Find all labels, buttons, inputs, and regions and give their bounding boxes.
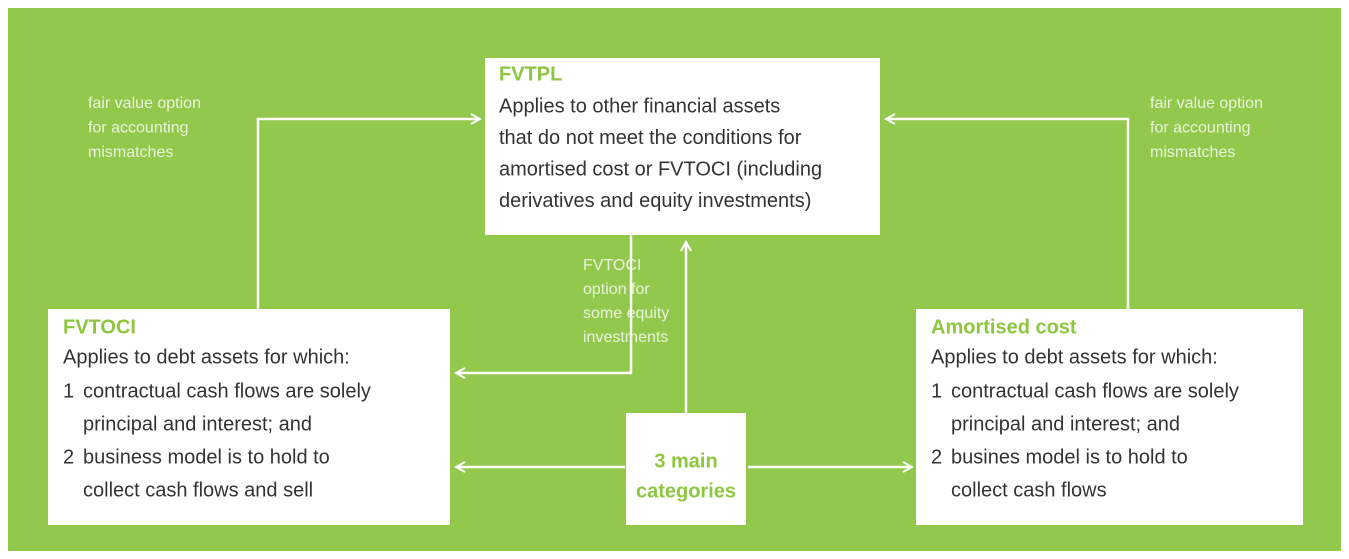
text-line: 2 — [931, 446, 942, 468]
box-title: FVTOCI — [63, 316, 136, 338]
text-line: principal and interest; and — [951, 413, 1180, 435]
text-line: 1 — [63, 380, 74, 402]
text-line: 2 — [63, 446, 74, 468]
arrow-label: for accounting — [1150, 120, 1251, 137]
arrow-label: for accounting — [88, 120, 189, 137]
box-title: Amortised cost — [931, 316, 1077, 338]
arrow-label: mismatches — [88, 144, 173, 161]
box-title: categories — [636, 480, 736, 502]
fvtoci-box — [48, 309, 450, 525]
text-line: Applies to debt assets for which: — [931, 346, 1218, 368]
fvtpl-box — [485, 58, 880, 235]
text-line: collect cash flows — [951, 479, 1107, 501]
text-line: Applies to other financial assets — [499, 95, 780, 117]
text-line: contractual cash flows are solely — [83, 380, 371, 402]
arrow-label: FVTOCI — [583, 257, 641, 274]
arrow-label: investments — [583, 329, 668, 346]
texts: FVTPL Applies to other financial assets th… — [63, 63, 1263, 502]
arrow-label: some equity — [583, 305, 669, 322]
arrow-label: fair value option — [1150, 95, 1263, 112]
text-line: derivatives and equity investments) — [499, 190, 811, 212]
text-line: contractual cash flows are solely — [951, 380, 1239, 402]
box-title: 3 main — [654, 450, 717, 472]
center-box — [626, 413, 746, 525]
text-line: principal and interest; and — [83, 413, 312, 435]
text-line: Applies to debt assets for which: — [63, 346, 350, 368]
arrow-label: fair value option — [88, 95, 201, 112]
text-line: business model is to hold to — [83, 446, 330, 468]
arrow — [256, 119, 480, 309]
amortised-box — [916, 309, 1303, 525]
text-line: 1 — [931, 380, 942, 402]
text-line: collect cash flows and sell — [83, 479, 313, 501]
arrow — [456, 235, 633, 373]
arrow-label: option for — [583, 281, 650, 298]
text-line: amortised cost or FVTOCI (including — [499, 158, 822, 180]
arrow — [886, 119, 1130, 309]
text-line: busines model is to hold to — [951, 446, 1188, 468]
arrow-label: mismatches — [1150, 144, 1235, 161]
text-line: that do not meet the conditions for — [499, 127, 802, 149]
box-title: FVTPL — [499, 63, 562, 85]
